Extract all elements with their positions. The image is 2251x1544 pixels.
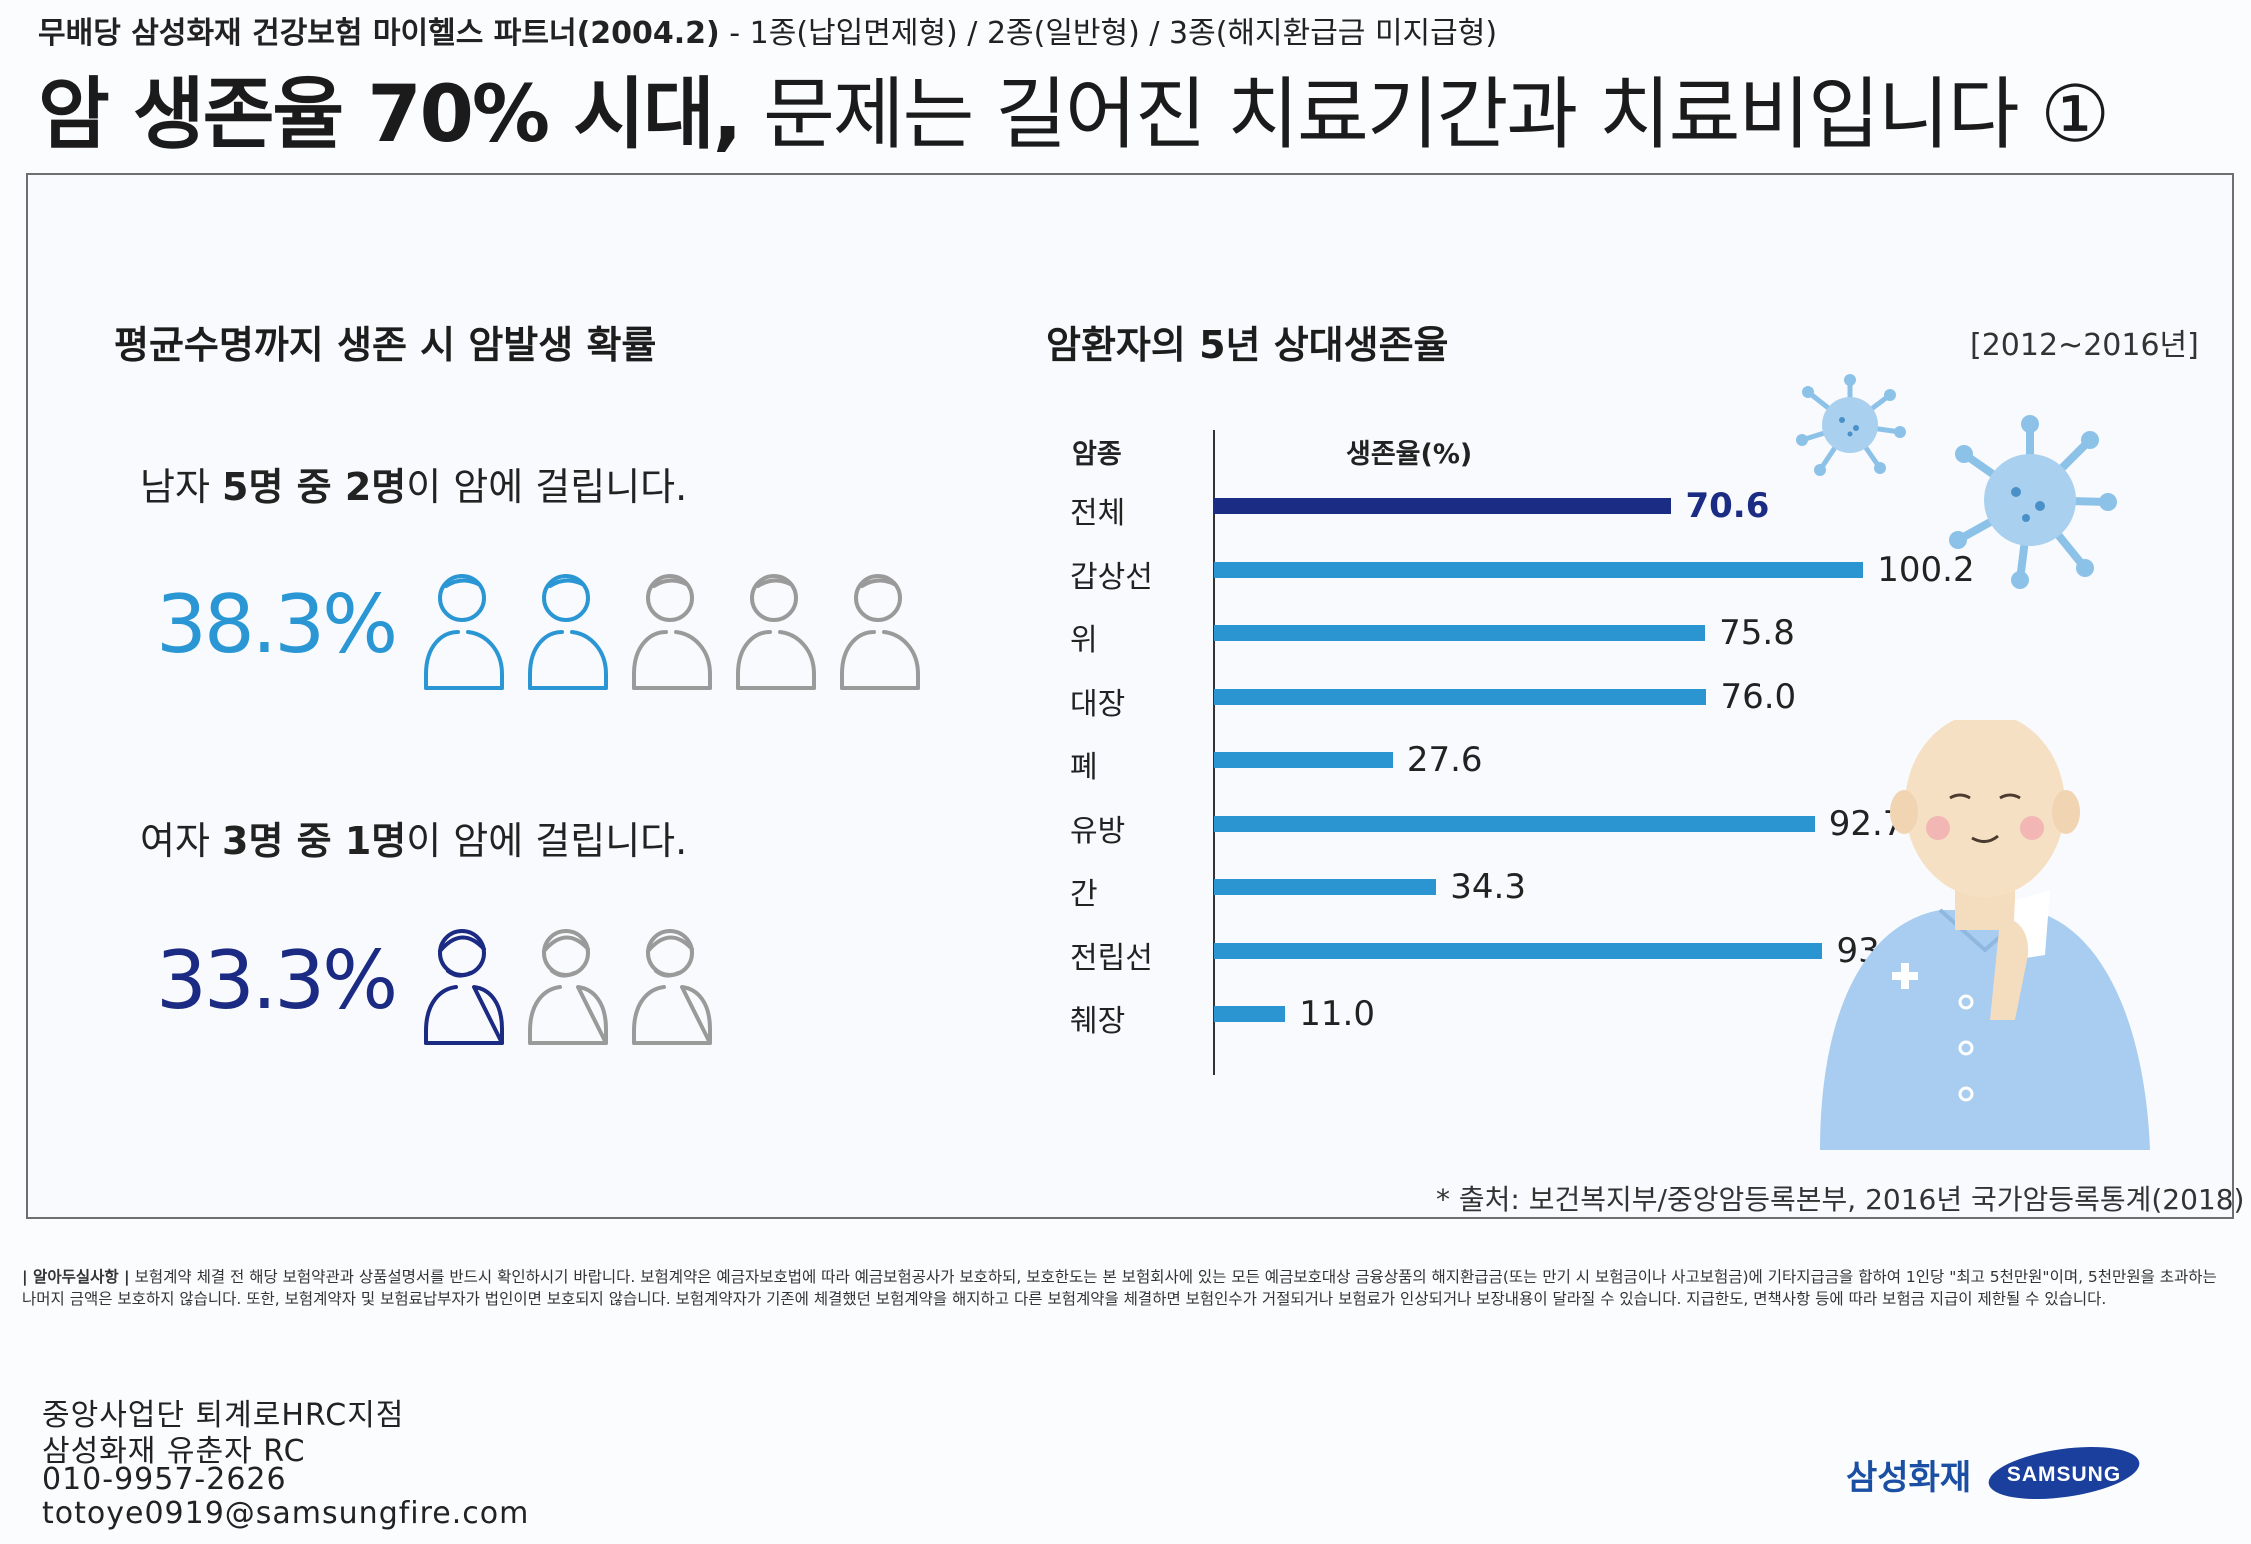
chart-category-label: 갑상선 [1070,559,1153,595]
male-percent: 38.3% [156,578,398,671]
chart-bar [1214,752,1393,768]
survival-bar-chart: 암종 생존율(%) 전체 70.6 갑상선 100.2 위 75.8 대장 76.0 폐 27.6… [1030,420,1975,1080]
male-text-bold: 5명 중 2명 [222,465,407,509]
contact-agent: 삼성화재 유춘자 RC [42,1434,306,1469]
chart-bar [1214,815,1815,832]
chart-xlabel: 생존율(%) [1346,439,1473,470]
male-text-pre: 남자 [140,465,222,509]
headline-rest: 문제는 길어진 치료기간과 치료비입니다 ① [740,70,2110,160]
chart-bar [1214,879,1437,895]
chart-value-label: 70.6 [1685,486,1770,526]
data-source: * 출처: 보건복지부/중앙암등록본부, 2016년 국가암등록통계(2018) [1436,1183,2245,1216]
male-person-icon [424,574,504,690]
chart-category-label: 유방 [1070,813,1126,849]
chart-bar [1214,498,1672,514]
male-person-icon [528,574,608,690]
female-text-pre: 여자 [140,819,222,863]
chart-bar [1214,561,1864,578]
female-text-bold: 3명 중 1명 [222,819,407,863]
survival-chart-period: [2012~2016년] [1970,328,2199,363]
female-statement: 여자 3명 중 1명이 암에 걸립니다. [140,810,687,865]
chart-ylabel: 암종 [1072,439,1122,470]
male-person-icon [632,574,712,690]
contact-email: totoye0919@samsungfire.com [42,1496,530,1531]
brand-korean-name: 삼성화재 [1846,1458,1972,1498]
product-title: 무배당 삼성화재 건강보험 마이헬스 파트너(2004.2) [38,16,720,51]
female-person-icons [424,929,712,1045]
cancer-probability-title: 평균수명까지 생존 시 암발생 확률 [114,323,657,367]
chart-bar [1214,942,1823,959]
contact-phone: 010-9957-2626 [42,1462,287,1497]
product-types: - 1종(납입면제형) / 2종(일반형) / 3종(해지환급금 미지급형) [719,16,1498,51]
virus-small-icon [1796,374,1906,476]
male-person-icon [840,574,920,690]
chart-category-label: 간 [1070,877,1098,912]
samsung-logo-text: SAMSUNG [2007,1463,2121,1486]
chart-category-label: 전립선 [1070,940,1153,976]
female-person-icon [632,929,712,1045]
male-person-icon [736,574,816,690]
male-statement: 남자 5명 중 2명이 암에 걸립니다. [140,456,687,511]
page-headline: 암 생존율 70% 시대, 문제는 길어진 치료기간과 치료비입니다 ① [38,52,2110,164]
chart-category-label: 췌장 [1070,1004,1126,1039]
headline-bold: 암 생존율 70% 시대, [38,70,742,160]
female-percent: 33.3% [156,934,398,1027]
chart-value-label: 76.0 [1720,676,1797,717]
chart-value-label: 34.3 [1450,867,1526,907]
legal-notice: | 알아두실사항 | 보험계약 체결 전 해당 보험약관과 상품설명서를 반드시… [22,1266,2232,1310]
chart-category-label: 대장 [1070,686,1126,722]
chart-bar [1214,625,1706,641]
chart-value-label: 75.8 [1719,613,1795,653]
chart-value-label: 11.0 [1299,994,1375,1034]
notice-label: | 알아두실사항 | [22,1268,130,1286]
male-text-post: 이 암에 걸립니다. [406,465,688,509]
product-subtitle: 무배당 삼성화재 건강보험 마이헬스 파트너(2004.2) - 1종(납입면제… [38,8,1497,52]
chart-value-label: 27.6 [1406,740,1483,780]
samsung-logo: SAMSUNG [1988,1446,2140,1500]
chart-value-label: 100.2 [1877,549,1975,590]
notice-text: 보험계약 체결 전 해당 보험약관과 상품설명서를 반드시 확인하시기 바랍니다… [22,1268,2217,1308]
contact-branch: 중앙사업단 퇴계로HRC지점 [42,1398,405,1433]
female-person-icon [424,929,504,1045]
virus-large-icon [1949,415,2117,589]
male-person-icons [424,574,920,690]
chart-category-label: 위 [1070,623,1098,658]
chart-bar [1214,1006,1286,1022]
female-person-icon [528,929,608,1045]
chart-category-label: 폐 [1070,750,1098,785]
female-text-post: 이 암에 걸립니다. [406,819,688,863]
chart-bar [1214,688,1707,705]
survival-chart-title: 암환자의 5년 상대생존율 [1046,323,1449,367]
elderly-patient-illustration [1820,720,2150,1150]
chart-category-label: 전체 [1070,496,1126,531]
